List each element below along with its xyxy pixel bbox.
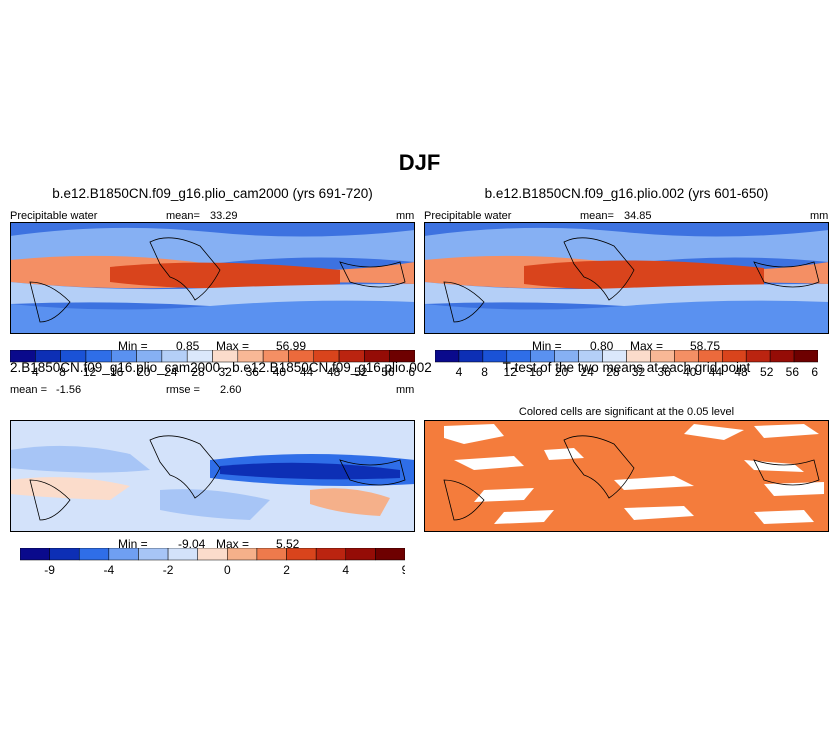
panel3-mean-value: -1.56 xyxy=(56,384,82,396)
abs-colorbar2-tick-label: 32 xyxy=(632,365,646,379)
panel1-map xyxy=(10,222,415,334)
panel2-variable: Precipitable water xyxy=(424,210,512,222)
panel2-min-label: Min = xyxy=(532,339,562,353)
abs-colorbar1-tick-label: 56 xyxy=(381,365,395,379)
abs-colorbar2-tick-label: 28 xyxy=(606,365,620,379)
abs-colorbar2-tick-label: 48 xyxy=(734,365,748,379)
diff-colorbar-tick-label: 4 xyxy=(342,563,349,577)
panel3-title: 2.B1850CN.f09_g16.plio_cam2000 - b.e12.B… xyxy=(10,360,432,375)
abs-colorbar2-tick-label: 52 xyxy=(760,365,774,379)
panel3-min-value: -9.04 xyxy=(178,537,206,551)
figure-title: DJF xyxy=(398,150,441,175)
abs-colorbar1-tick-label: 20 xyxy=(137,365,151,379)
abs-colorbar1-tick-label: 28 xyxy=(191,365,205,379)
panel4-subtitle: Colored cells are significant at the 0.0… xyxy=(518,406,735,418)
panel3-colorbar: -9 -4 -2 0 2 4 9 xyxy=(20,548,405,577)
abs-colorbar2-tick-label: 4 xyxy=(456,365,463,379)
diff-colorbar-swatch xyxy=(286,548,317,561)
abs-colorbar1-tick-label: 12 xyxy=(83,365,97,379)
panel2-mean-label: mean= xyxy=(580,210,614,222)
abs-colorbar2-tick-label: 60 xyxy=(811,365,818,379)
abs-colorbar1-tick-label: 44 xyxy=(300,365,314,379)
panel2-units: mm xyxy=(810,210,829,222)
panel3-rmse-value: 2.60 xyxy=(220,384,242,396)
abs-colorbar2-tick-label: 24 xyxy=(580,365,594,379)
abs-colorbar2-tick-label: 36 xyxy=(657,365,671,379)
panel1-max-label: Max = xyxy=(216,339,250,353)
panel1-min-value: 0.85 xyxy=(176,339,200,353)
panel2-max-label: Max = xyxy=(630,339,664,353)
diff-colorbar-swatch xyxy=(108,548,139,561)
abs-colorbar2-tick-label: 44 xyxy=(709,365,723,379)
panel3-max-value: 5.52 xyxy=(276,537,300,551)
abs-colorbar1-tick-label: 32 xyxy=(218,365,232,379)
panel3-map xyxy=(10,420,415,532)
diff-colorbar-tick-label: 2 xyxy=(283,563,290,577)
panel3-units: mm xyxy=(396,384,415,396)
panel3-mean-label: mean = xyxy=(10,384,47,396)
panel2-title: b.e12.B1850CN.f09_g16.plio.002 (yrs 601-… xyxy=(484,186,769,201)
panel4-map xyxy=(424,420,829,532)
panel1-min-label: Min = xyxy=(118,339,148,353)
panel1-units: mm xyxy=(396,210,415,222)
diff-colorbar-swatch xyxy=(227,548,258,561)
diff-colorbar-swatch xyxy=(315,548,347,561)
diff-colorbar-tick-label: 9 xyxy=(402,563,405,577)
abs-colorbar2-tick-label: 8 xyxy=(481,365,488,379)
panel1-mean-value: 33.29 xyxy=(210,210,238,222)
abs-colorbar1-tick-label: 48 xyxy=(327,365,341,379)
abs-colorbar2-tick-label: 56 xyxy=(786,365,800,379)
diff-colorbar-swatch xyxy=(78,548,110,561)
abs-colorbar1-tick-label: 4 xyxy=(32,365,39,379)
panel2-min-value: 0.80 xyxy=(590,339,614,353)
panel3-min-label: Min = xyxy=(118,537,148,551)
abs-colorbar2-tick-label: 20 xyxy=(555,365,569,379)
panel3-rmse-label: rmse = xyxy=(166,384,200,396)
panel1-mean-label: mean= xyxy=(166,210,200,222)
abs-colorbar1-tick-label: 60 xyxy=(408,365,415,379)
panel4-title: T-test of the two means at each grid poi… xyxy=(502,360,751,375)
abs-colorbar1-tick-label: 16 xyxy=(110,365,124,379)
diff-colorbar-tick-label: -2 xyxy=(163,563,174,577)
panel1-variable: Precipitable water xyxy=(10,210,98,222)
diff-colorbar-swatch xyxy=(49,548,80,561)
panel1-title: b.e12.B1850CN.f09_g16.plio_cam2000 (yrs … xyxy=(52,186,373,201)
panel2-map xyxy=(424,222,829,334)
diff-colorbar-swatch xyxy=(256,548,287,561)
abs-colorbar1-tick-label: 40 xyxy=(273,365,287,379)
abs-colorbar2-tick-label: 40 xyxy=(683,365,697,379)
diff-colorbar-swatch xyxy=(20,548,50,561)
abs-colorbar1-tick-label: 52 xyxy=(354,365,368,379)
panel2-colorbar: 4812162024283236404448525660 xyxy=(435,350,818,379)
diff-colorbar-tick-label: -9 xyxy=(44,563,55,577)
panel1-max-value: 56.99 xyxy=(276,339,307,353)
abs-colorbar2-tick-label: 16 xyxy=(529,365,543,379)
abs-colorbar2-swatch xyxy=(793,350,818,363)
panel2-mean-value: 34.85 xyxy=(624,210,652,222)
diff-colorbar-swatch xyxy=(138,548,169,561)
diff-colorbar-swatch xyxy=(345,548,376,561)
abs-colorbar1-tick-label: 36 xyxy=(246,365,260,379)
abs-colorbar1-tick-label: 8 xyxy=(59,365,66,379)
abs-colorbar1-swatch xyxy=(389,350,415,363)
abs-colorbar1-tick-label: 24 xyxy=(164,365,178,379)
diff-colorbar-tick-label: 0 xyxy=(224,563,231,577)
diff-colorbar-swatch xyxy=(197,548,228,561)
panel1-colorbar: 4812162024283236404448525660 xyxy=(10,350,415,379)
abs-colorbar2-tick-label: 12 xyxy=(504,365,518,379)
diff-colorbar-tick-label: -4 xyxy=(104,563,115,577)
panel2-max-value: 58.75 xyxy=(690,339,721,353)
panel3-max-label: Max = xyxy=(216,537,250,551)
diff-colorbar-swatch xyxy=(375,548,405,561)
diff-colorbar-swatch xyxy=(167,548,198,561)
